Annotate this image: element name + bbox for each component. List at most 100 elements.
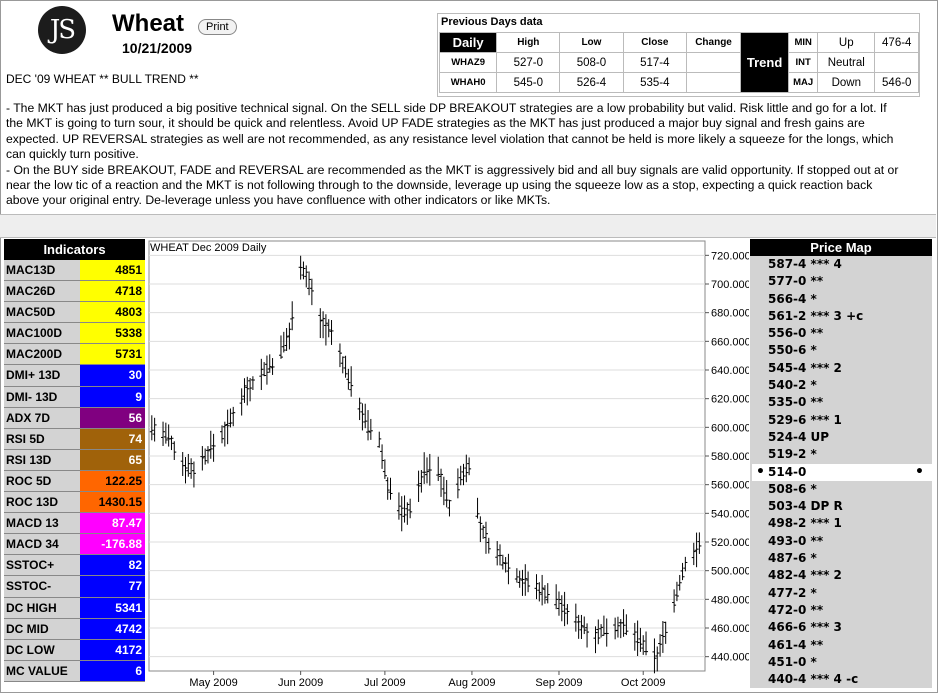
y-tick-label: 520.000 [711, 537, 749, 549]
indicator-row: RSI 5D 74 [4, 428, 145, 450]
indicator-name: DC MID [4, 618, 80, 639]
indicator-value: 6 [80, 660, 145, 681]
indicator-name: RSI 5D [4, 428, 80, 449]
indicator-name: RSI 13D [4, 449, 80, 470]
y-tick-label: 660.000 [711, 336, 749, 348]
indicator-row: DC HIGH 5341 [4, 597, 145, 619]
indicator-row: MAC26D 4718 [4, 281, 145, 303]
price-map-item: 529-6 *** 1 [768, 412, 842, 427]
trend-min-label: MIN [788, 32, 819, 53]
indicator-value: 1430.15 [80, 492, 145, 513]
indicators-list: MAC13D 4851 MAC26D 4718 MAC50D 4803 MAC100D 533… [4, 260, 145, 682]
trend-min-value: 476-4 [874, 32, 919, 53]
price-map-current: 514-0 • • [752, 463, 932, 481]
price-map-item: 556-0 ** [768, 326, 824, 341]
y-tick-label: 640.000 [711, 365, 749, 377]
price-map-item: 524-4 UP [768, 429, 830, 444]
price-map-item: 482-4 *** 2 [768, 568, 842, 583]
indicator-value: 4803 [80, 302, 145, 323]
price-map-item: 545-4 *** 2 [768, 360, 842, 375]
indicator-value: 87.47 [80, 513, 145, 534]
row-close: 535-4 [622, 72, 688, 93]
chart-title: WHEAT Dec 2009 Daily [150, 242, 267, 254]
x-tick-label: Oct 2009 [621, 677, 666, 689]
y-tick-label: 480.000 [711, 594, 749, 606]
row-high: 527-0 [496, 52, 561, 73]
trend-min-direction: Up [817, 32, 876, 53]
trend-int-value [874, 52, 919, 73]
y-tick-label: 620.000 [711, 394, 749, 406]
price-map-item: 472-0 ** [768, 602, 824, 617]
y-tick-label: 720.000 [711, 250, 749, 262]
price-map-item: 493-0 ** [768, 533, 824, 548]
price-map-item: 535-0 ** [768, 395, 824, 410]
indicator-name: DC HIGH [4, 597, 80, 618]
indicator-value: 4851 [80, 260, 145, 281]
page-title: Wheat [112, 10, 184, 37]
price-map-list: 587-4 *** 4 577-0 ** 566-4 * 561-2 *** 3 +c… [750, 256, 932, 689]
row-change [686, 52, 741, 73]
price-map-item: 503-4 DP R [768, 499, 843, 514]
row-low: 508-0 [559, 52, 624, 73]
trend-headline: DEC '09 WHEAT ** BULL TREND ** [6, 72, 199, 86]
print-button[interactable]: Print [198, 19, 237, 35]
price-map-item: 487-6 * [768, 551, 817, 566]
indicator-row: DC LOW 4172 [4, 639, 145, 661]
price-map-item: 440-4 *** 4 -c [768, 672, 859, 687]
period-label: Daily [438, 32, 498, 53]
indicator-value: 5341 [80, 597, 145, 618]
indicator-row: SSTOC- 77 [4, 576, 145, 598]
price-map-title: Price Map [750, 239, 932, 256]
indicator-value: 65 [80, 449, 145, 470]
indicator-name: SSTOC- [4, 576, 80, 597]
indicator-name: MAC200D [4, 344, 80, 365]
indicator-name: MC VALUE [4, 660, 80, 681]
indicator-name: MACD 34 [4, 534, 80, 555]
indicator-name: ADX 7D [4, 407, 80, 428]
price-map-item: 519-2 * [768, 447, 817, 462]
row-high: 545-0 [496, 72, 561, 93]
previous-days-table: Daily High Low Close Change Trend MIN Up… [438, 32, 919, 93]
x-tick-label: Sep 2009 [535, 677, 582, 689]
indicator-value: 77 [80, 576, 145, 597]
indicator-name: DC LOW [4, 639, 80, 660]
indicator-value: 4742 [80, 618, 145, 639]
price-map-item: 451-0 * [768, 654, 817, 669]
indicator-row: MACD 34 -176.88 [4, 534, 145, 556]
indicator-name: SSTOC+ [4, 555, 80, 576]
row-change [686, 72, 741, 93]
current-price-marker: • [915, 463, 924, 480]
trend-maj-label: MAJ [788, 72, 819, 93]
price-map-item: 566-4 * [768, 291, 817, 306]
y-tick-label: 680.000 [711, 308, 749, 320]
row-low: 526-4 [559, 72, 624, 93]
indicator-value: 82 [80, 555, 145, 576]
x-tick-label: Jul 2009 [364, 677, 406, 689]
indicator-row: MAC50D 4803 [4, 302, 145, 324]
indicator-row: RSI 13D 65 [4, 449, 145, 471]
indicator-row: DMI+ 13D 30 [4, 365, 145, 387]
indicator-row: MAC13D 4851 [4, 260, 145, 282]
y-tick-label: 440.000 [711, 652, 749, 664]
indicator-value: 30 [80, 365, 145, 386]
price-map-item: 498-2 *** 1 [768, 516, 842, 531]
indicator-name: MAC100D [4, 323, 80, 344]
col-low: Low [559, 32, 624, 53]
x-tick-label: Aug 2009 [448, 677, 495, 689]
y-tick-label: 460.000 [711, 623, 749, 635]
price-chart-svg: 440.000 460.000 480.000 500.000 520.000 540.0… [147, 239, 751, 691]
col-change: Change [686, 32, 741, 53]
trend-label: Trend [739, 32, 790, 93]
indicators-panel: Indicators MAC13D 4851 MAC26D 4718 MAC50D 480… [4, 239, 145, 682]
section-divider [0, 214, 936, 238]
price-map-item: 561-2 *** 3 +c [768, 308, 864, 323]
indicator-row: MAC200D 5731 [4, 344, 145, 366]
row-label: WHAH0 [438, 72, 498, 93]
indicator-value: 56 [80, 407, 145, 428]
col-close: Close [622, 32, 688, 53]
price-map-item: 508-6 * [768, 481, 817, 496]
y-tick-label: 580.000 [711, 451, 749, 463]
indicator-name: ROC 5D [4, 470, 80, 492]
price-map-item: 550-6 * [768, 343, 817, 358]
indicator-row: ROC 5D 122.25 [4, 470, 145, 493]
